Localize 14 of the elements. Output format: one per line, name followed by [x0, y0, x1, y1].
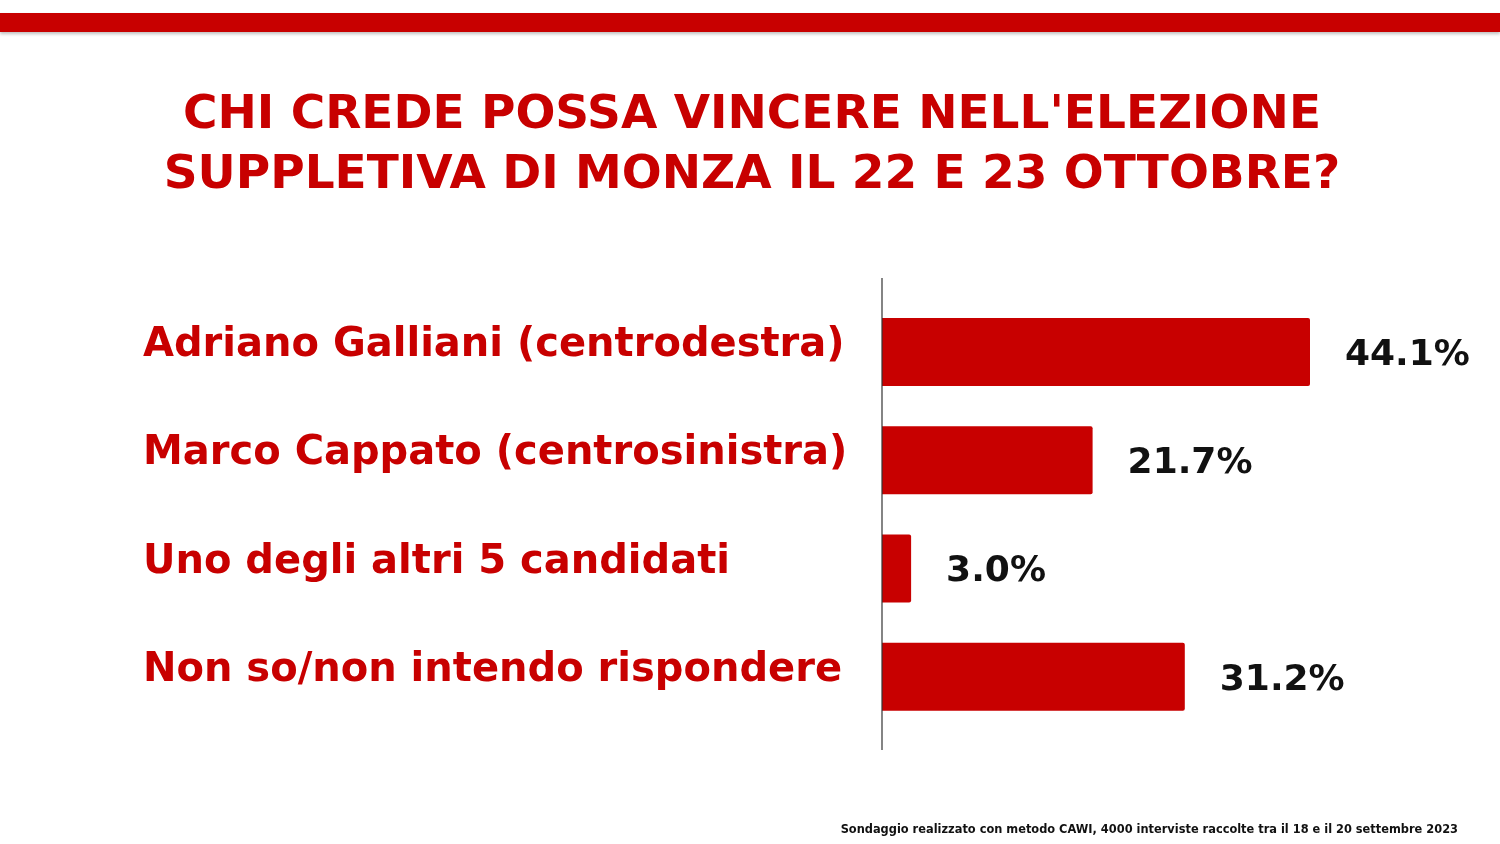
text: Sondaggio realizzato con metodo CAWI, 4000 interviste raccolte tra il 18 e il 20 settembre 2023 — [840, 822, 1458, 836]
bar — [882, 534, 912, 603]
data-label: 44.1% — [1345, 331, 1470, 373]
bar — [882, 642, 1185, 711]
bar — [882, 318, 1310, 386]
data-label: 3.0% — [946, 548, 1046, 590]
bar — [882, 426, 1093, 495]
y-tick-label: Uno degli altri 5 candidati — [143, 535, 731, 582]
y-tick-label: Non so/non intendo rispondere — [143, 643, 843, 690]
chart-title: CHI CREDE POSSA VINCERE NELL'ELEZIONE SUPPLETIVA DI MONZA IL 22 E 23 OTTOBRE? — [162, 83, 1342, 201]
data-label: 31.2% — [1219, 656, 1345, 698]
y-tick-label: Marco Cappato (centrosinistra) — [143, 427, 848, 474]
data-label: 21.7% — [1127, 440, 1253, 482]
y-tick-label: Adriano Galliani (centrodestra) — [143, 319, 845, 366]
